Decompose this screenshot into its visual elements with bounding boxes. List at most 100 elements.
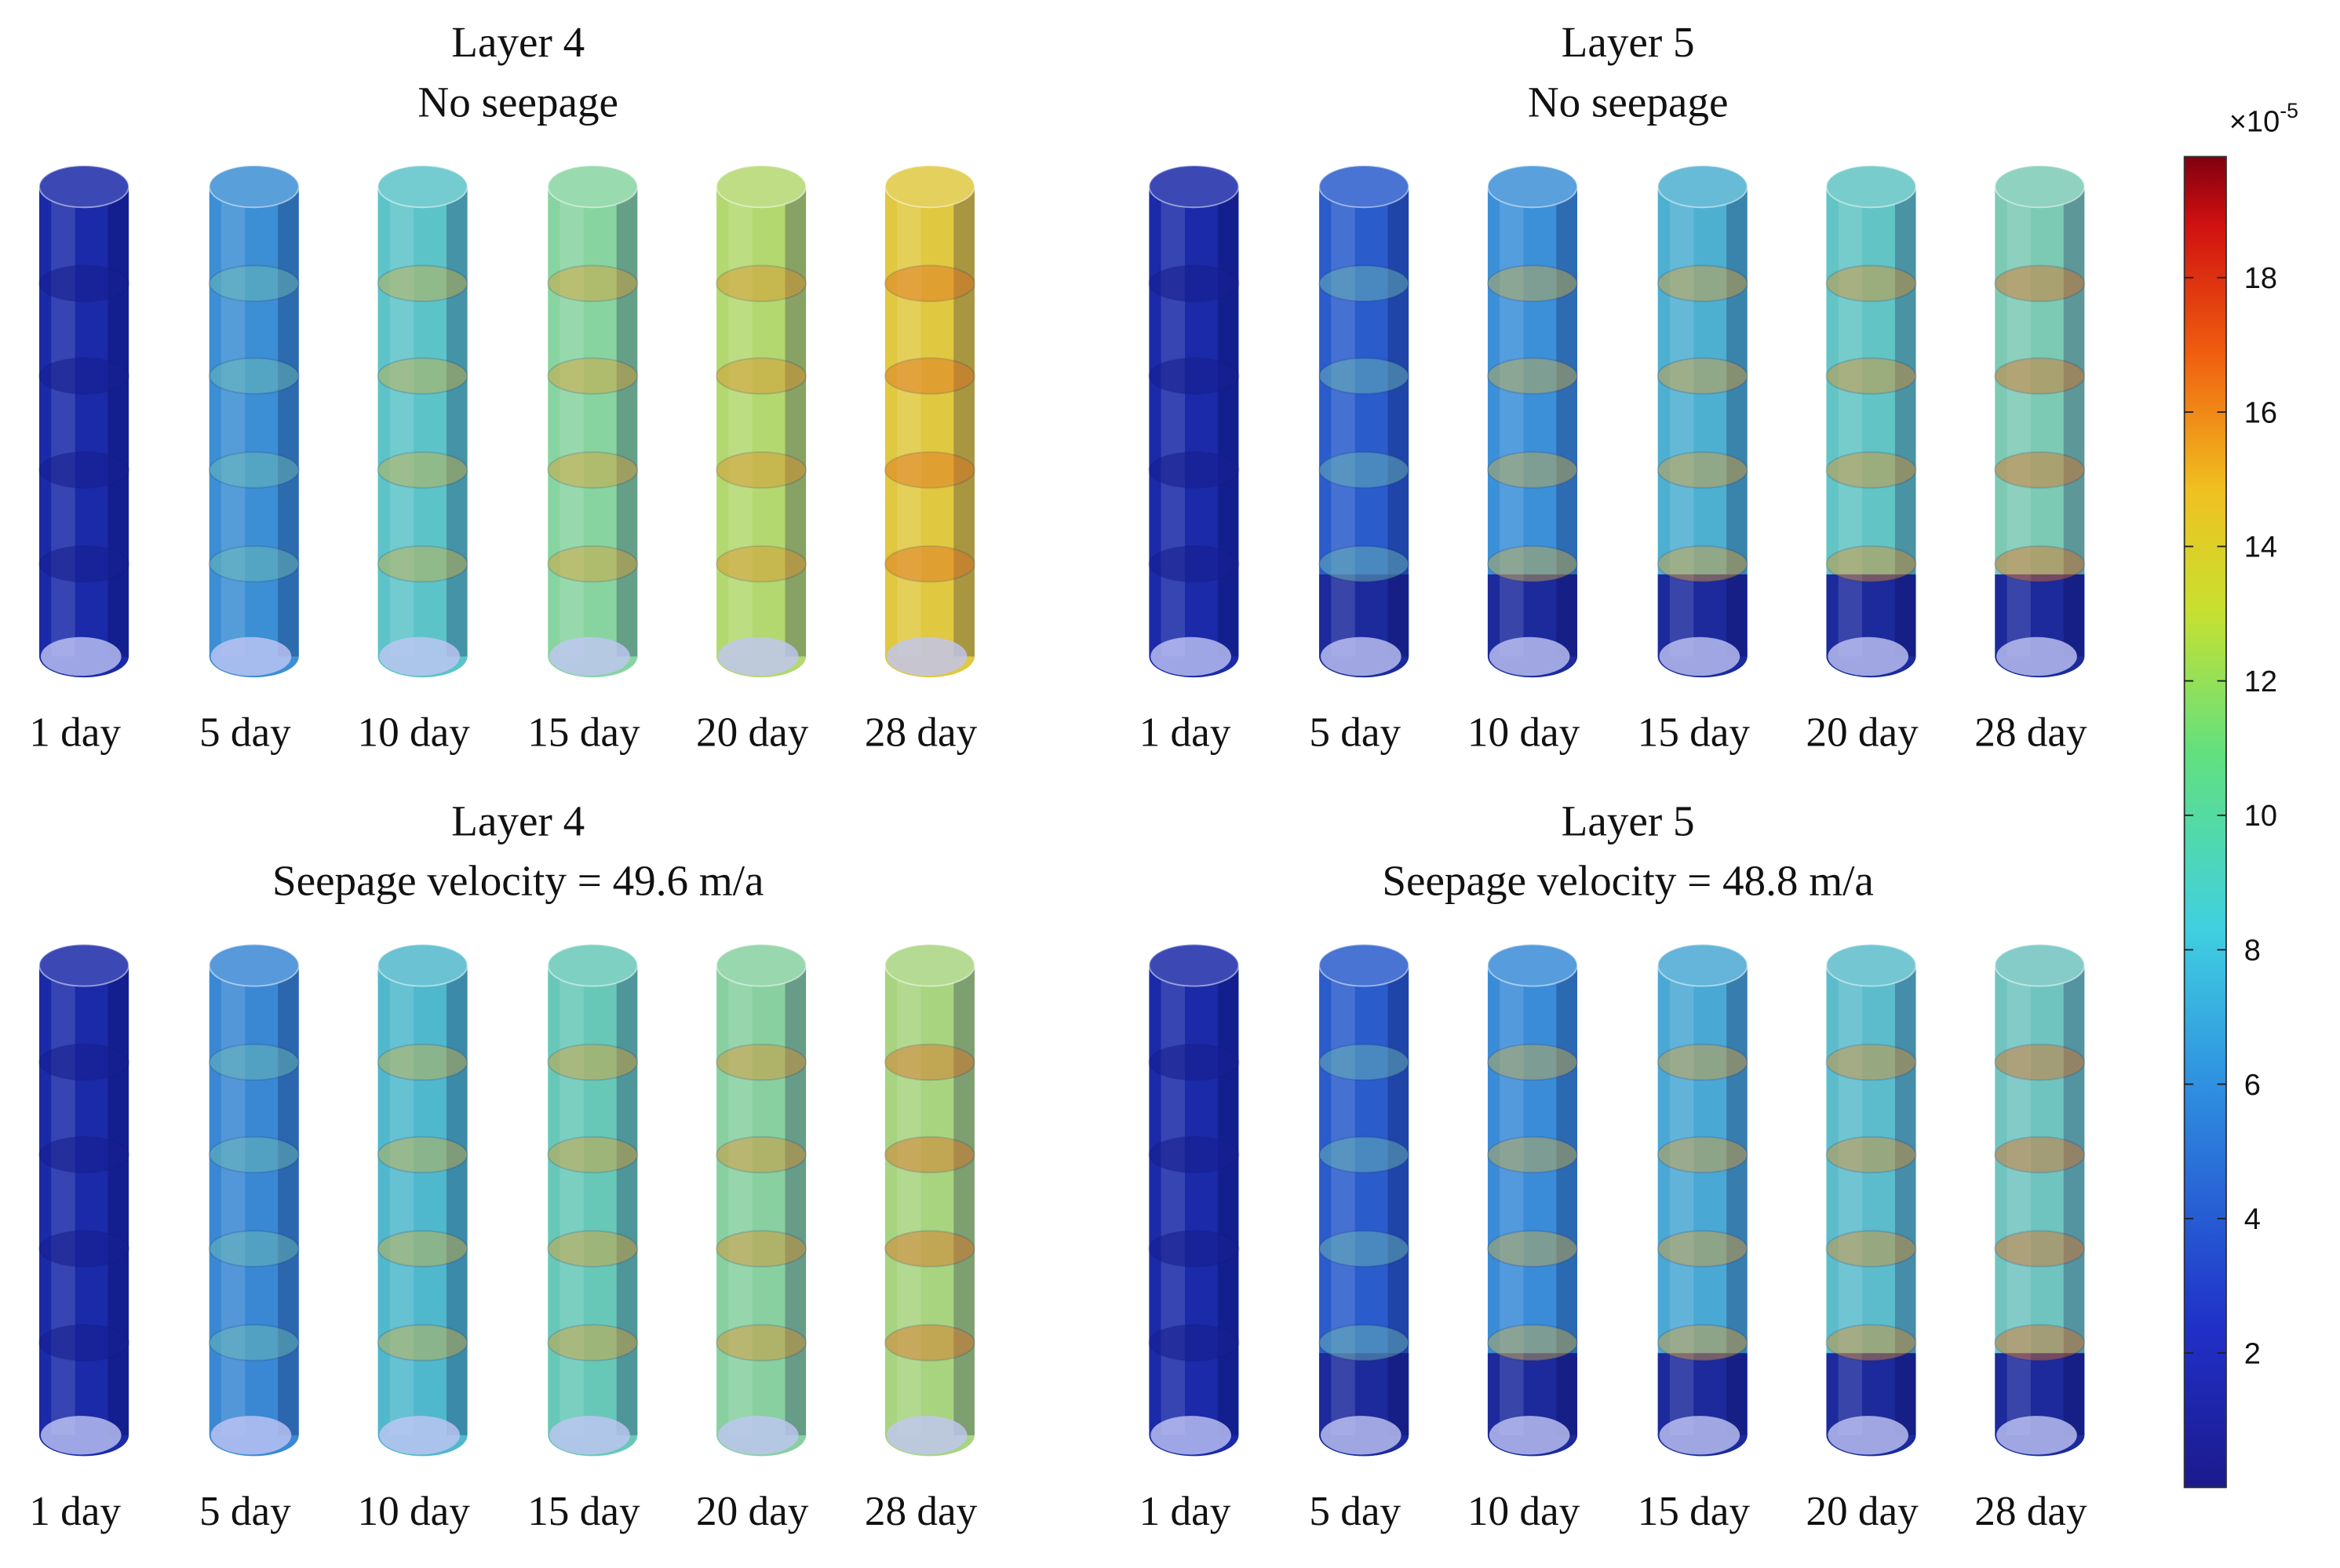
cylinder-body	[209, 965, 299, 1435]
time-label: 15 day	[527, 709, 640, 756]
collar	[1318, 1324, 1410, 1362]
time-label: 28 day	[1974, 709, 2087, 756]
cylinder	[1486, 165, 1578, 678]
highlight	[51, 965, 75, 1435]
cylinder	[884, 943, 975, 1457]
highlight	[389, 186, 414, 657]
cylinder	[38, 165, 130, 678]
cylinder-top	[1994, 943, 2086, 987]
cylinder-top	[1318, 165, 1410, 209]
cylinder	[377, 943, 468, 1457]
shade	[953, 186, 975, 657]
shade	[1726, 186, 1748, 657]
collar	[1657, 1230, 1748, 1267]
collar	[38, 451, 130, 489]
collar	[1148, 545, 1240, 583]
highlight	[1500, 186, 1524, 657]
panels: Layer 4 No seepage 1 day 5 day 10 day 15 day 2…	[29, 18, 2087, 1534]
collar	[547, 451, 639, 489]
colorbar-tick-label: 18	[2244, 262, 2277, 295]
collar	[208, 1324, 300, 1362]
collar	[1825, 1324, 1917, 1362]
collar	[38, 1043, 130, 1081]
colorbar-tick-label: 6	[2244, 1069, 2261, 1102]
cylinder	[547, 165, 639, 678]
collar	[1148, 357, 1240, 395]
cylinder-top	[208, 943, 300, 987]
base-face	[1321, 636, 1401, 676]
cylinder	[208, 943, 300, 1457]
top-sheen	[1657, 944, 1748, 986]
panel-subtitle: Seepage velocity = 49.6 m/a	[272, 857, 764, 905]
collar	[1657, 1136, 1748, 1174]
highlight	[1500, 965, 1524, 1435]
shade	[1556, 186, 1577, 657]
collar	[1657, 545, 1748, 583]
collar	[38, 545, 130, 583]
top-sheen	[1826, 944, 1916, 986]
panel: Layer 4 No seepage 1 day 5 day 10 day 15 day 2…	[29, 18, 977, 755]
top-sheen	[209, 166, 299, 208]
highlight	[1331, 965, 1355, 1435]
colorbar-tick-label: 2	[2244, 1337, 2261, 1370]
collar	[884, 357, 975, 395]
collar	[884, 451, 975, 489]
collar	[1825, 545, 1917, 583]
top-sheen	[716, 166, 807, 208]
highlight	[1331, 186, 1355, 657]
base-face	[379, 1416, 461, 1455]
highlight	[897, 186, 921, 657]
time-label: 15 day	[1638, 1488, 1751, 1534]
base-face	[549, 636, 630, 676]
collar	[377, 545, 468, 583]
time-label: 15 day	[1638, 709, 1751, 756]
collar	[1657, 1043, 1748, 1081]
cylinder-body	[716, 965, 807, 1435]
cylinder-body	[716, 186, 807, 657]
collar	[884, 1043, 975, 1081]
collar	[547, 1230, 639, 1267]
collar	[1994, 264, 2086, 302]
collar	[1486, 451, 1578, 489]
cylinder	[1825, 943, 1917, 1457]
highlight	[897, 965, 921, 1435]
shade	[2063, 965, 2085, 1435]
cylinder-top	[377, 165, 468, 209]
cylinder-top	[884, 943, 975, 987]
base-face	[717, 1416, 799, 1455]
time-label: 5 day	[1309, 709, 1401, 756]
collar	[1318, 545, 1410, 583]
collar	[1994, 1136, 2086, 1174]
highlight	[221, 186, 246, 657]
cylinder-top	[716, 943, 807, 987]
cylinder-body	[377, 186, 468, 657]
cylinder	[716, 943, 807, 1457]
cylinder-top	[1486, 943, 1578, 987]
time-label: 10 day	[357, 709, 470, 756]
panel: Layer 5 No seepage 1 day 5 day 10 day 15 day 2…	[1139, 18, 2087, 755]
collar	[1148, 1136, 1240, 1174]
collar	[1318, 357, 1410, 395]
collar	[208, 545, 300, 583]
collar	[208, 357, 300, 395]
collar	[1148, 1324, 1240, 1362]
collar	[1318, 451, 1410, 489]
shade	[446, 186, 468, 657]
top-sheen	[884, 166, 975, 208]
top-sheen	[377, 166, 468, 208]
collar	[377, 357, 468, 395]
base-face	[1150, 1416, 1231, 1455]
collar	[1994, 1043, 2086, 1081]
time-label: 20 day	[696, 1488, 809, 1534]
collar	[1825, 1136, 1917, 1174]
collar	[1825, 357, 1917, 395]
time-label: 20 day	[1806, 709, 1919, 756]
base-face	[1321, 1416, 1401, 1455]
exponent: -5	[2280, 99, 2298, 122]
collar	[1994, 1324, 2086, 1362]
collar	[1148, 1043, 1240, 1081]
collar	[1657, 451, 1748, 489]
colorbar-tick-label: 12	[2244, 665, 2277, 698]
cylinder-body	[548, 965, 638, 1435]
